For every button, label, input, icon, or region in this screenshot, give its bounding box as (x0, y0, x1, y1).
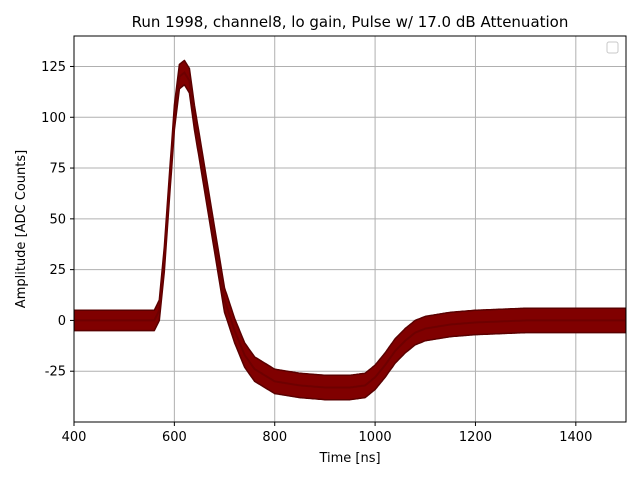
y-axis-label: Amplitude [ADC Counts] (14, 150, 29, 308)
y-tick-label: 100 (41, 111, 66, 126)
y-axis: -25 0 25 50 75 100 125 (41, 60, 74, 380)
signal-band (74, 59, 626, 401)
y-tick-label: 50 (49, 212, 66, 227)
chart-title: Run 1998, channel8, lo gain, Pulse w/ 17… (132, 13, 569, 31)
y-tick-label: -25 (45, 365, 66, 380)
x-tick-label: 800 (262, 430, 287, 445)
y-tick-label: 0 (58, 314, 66, 329)
x-axis: 400 600 800 1000 1200 1400 (62, 422, 592, 445)
grid (73, 36, 626, 422)
plot-frame (73, 35, 627, 423)
x-axis-label: Time [ns] (318, 451, 380, 466)
x-tick-label: 600 (162, 430, 187, 445)
y-tick-label: 25 (49, 263, 66, 278)
y-tick-label: 125 (41, 60, 66, 75)
signal-center-line (74, 71, 626, 389)
plot-area (74, 59, 626, 401)
x-tick-label: 1200 (459, 430, 492, 445)
y-tick-label: 75 (49, 162, 66, 177)
x-tick-label: 400 (62, 430, 87, 445)
x-tick-label: 1000 (359, 430, 392, 445)
x-tick-label: 1400 (559, 430, 592, 445)
legend-box (606, 41, 619, 54)
